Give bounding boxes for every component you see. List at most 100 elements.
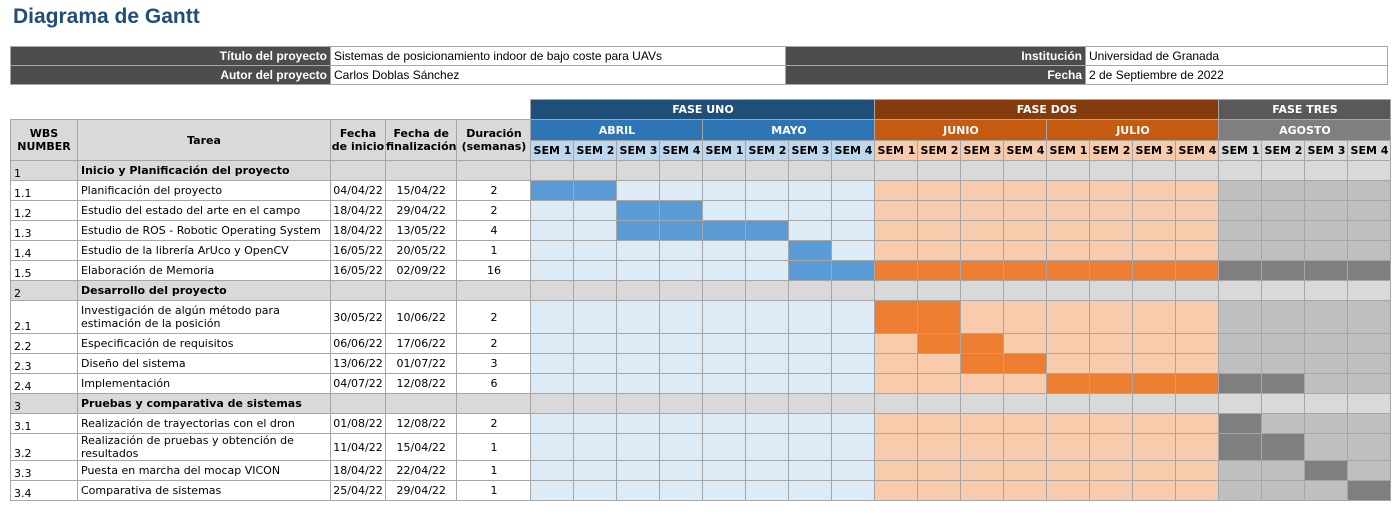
gantt-week-cell[interactable] <box>1046 160 1091 181</box>
gantt-week-cell[interactable] <box>1347 460 1392 481</box>
gantt-week-cell[interactable] <box>1218 393 1263 414</box>
gantt-week-cell[interactable] <box>573 413 618 434</box>
gantt-week-cell[interactable] <box>1175 300 1220 334</box>
gantt-week-cell[interactable] <box>788 393 833 414</box>
gantt-week-cell[interactable] <box>1003 240 1048 261</box>
gantt-week-cell[interactable] <box>1304 240 1349 261</box>
gantt-week-cell[interactable] <box>1347 413 1392 434</box>
gantt-week-cell[interactable] <box>745 333 790 354</box>
gantt-week-cell[interactable] <box>917 160 962 181</box>
gantt-week-cell[interactable] <box>1347 373 1392 394</box>
end-date[interactable]: 15/04/22 <box>384 180 458 201</box>
gantt-week-cell[interactable] <box>1304 160 1349 181</box>
duration[interactable] <box>456 393 532 414</box>
gantt-week-cell[interactable] <box>874 480 919 501</box>
wbs-number[interactable]: 1.4 <box>10 240 78 261</box>
gantt-week-cell[interactable] <box>874 260 919 281</box>
end-date[interactable]: 29/04/22 <box>384 480 458 501</box>
gantt-week-cell[interactable] <box>702 480 747 501</box>
start-date[interactable]: 16/05/22 <box>330 260 386 281</box>
gantt-week-cell[interactable] <box>530 260 575 281</box>
gantt-week-cell[interactable] <box>788 333 833 354</box>
gantt-week-cell[interactable] <box>917 280 962 301</box>
duration[interactable]: 2 <box>456 180 532 201</box>
wbs-number[interactable]: 2.4 <box>10 373 78 394</box>
gantt-week-cell[interactable] <box>1218 460 1263 481</box>
gantt-week-cell[interactable] <box>659 240 704 261</box>
gantt-week-cell[interactable] <box>788 413 833 434</box>
duration[interactable]: 2 <box>456 200 532 221</box>
wbs-number[interactable]: 1.5 <box>10 260 78 281</box>
gantt-week-cell[interactable] <box>745 160 790 181</box>
gantt-week-cell[interactable] <box>831 160 876 181</box>
gantt-week-cell[interactable] <box>1304 413 1349 434</box>
duration[interactable]: 3 <box>456 353 532 374</box>
gantt-week-cell[interactable] <box>659 460 704 481</box>
gantt-week-cell[interactable] <box>1347 480 1392 501</box>
gantt-week-cell[interactable] <box>1089 240 1134 261</box>
gantt-week-cell[interactable] <box>874 200 919 221</box>
gantt-week-cell[interactable] <box>702 240 747 261</box>
gantt-week-cell[interactable] <box>1304 393 1349 414</box>
start-date[interactable]: 30/05/22 <box>330 300 386 334</box>
start-date[interactable]: 06/06/22 <box>330 333 386 354</box>
gantt-week-cell[interactable] <box>616 460 661 481</box>
gantt-week-cell[interactable] <box>917 353 962 374</box>
gantt-week-cell[interactable] <box>1261 200 1306 221</box>
gantt-week-cell[interactable] <box>1304 433 1349 461</box>
start-date[interactable]: 04/07/22 <box>330 373 386 394</box>
wbs-number[interactable]: 2.1 <box>10 300 78 334</box>
gantt-week-cell[interactable] <box>745 200 790 221</box>
gantt-week-cell[interactable] <box>1261 433 1306 461</box>
gantt-week-cell[interactable] <box>659 220 704 241</box>
end-date[interactable]: 15/04/22 <box>384 433 458 461</box>
gantt-week-cell[interactable] <box>1089 300 1134 334</box>
gantt-week-cell[interactable] <box>1175 180 1220 201</box>
start-date[interactable]: 18/04/22 <box>330 200 386 221</box>
gantt-week-cell[interactable] <box>1046 353 1091 374</box>
end-date[interactable] <box>384 280 458 301</box>
gantt-week-cell[interactable] <box>1046 240 1091 261</box>
gantt-week-cell[interactable] <box>831 460 876 481</box>
duration[interactable] <box>456 160 532 181</box>
gantt-week-cell[interactable] <box>659 333 704 354</box>
gantt-week-cell[interactable] <box>1046 200 1091 221</box>
gantt-week-cell[interactable] <box>1003 413 1048 434</box>
gantt-week-cell[interactable] <box>788 240 833 261</box>
gantt-week-cell[interactable] <box>1132 280 1177 301</box>
task-name[interactable]: Estudio de ROS - Robotic Operating Syste… <box>77 220 331 241</box>
gantt-week-cell[interactable] <box>1046 413 1091 434</box>
task-name[interactable]: Implementación <box>77 373 331 394</box>
gantt-week-cell[interactable] <box>745 300 790 334</box>
gantt-week-cell[interactable] <box>1261 180 1306 201</box>
gantt-week-cell[interactable] <box>788 220 833 241</box>
gantt-week-cell[interactable] <box>1175 240 1220 261</box>
gantt-week-cell[interactable] <box>573 280 618 301</box>
gantt-week-cell[interactable] <box>874 160 919 181</box>
gantt-week-cell[interactable] <box>831 373 876 394</box>
duration[interactable]: 6 <box>456 373 532 394</box>
gantt-week-cell[interactable] <box>874 180 919 201</box>
gantt-week-cell[interactable] <box>530 373 575 394</box>
gantt-week-cell[interactable] <box>960 393 1005 414</box>
gantt-week-cell[interactable] <box>530 393 575 414</box>
end-date[interactable]: 13/05/22 <box>384 220 458 241</box>
gantt-week-cell[interactable] <box>1132 433 1177 461</box>
gantt-week-cell[interactable] <box>1347 433 1392 461</box>
gantt-week-cell[interactable] <box>917 480 962 501</box>
gantt-week-cell[interactable] <box>1347 260 1392 281</box>
gantt-week-cell[interactable] <box>1347 160 1392 181</box>
gantt-week-cell[interactable] <box>1089 460 1134 481</box>
gantt-week-cell[interactable] <box>960 300 1005 334</box>
wbs-number[interactable]: 3.3 <box>10 460 78 481</box>
gantt-week-cell[interactable] <box>788 160 833 181</box>
wbs-number[interactable]: 2.2 <box>10 333 78 354</box>
gantt-week-cell[interactable] <box>960 160 1005 181</box>
gantt-week-cell[interactable] <box>917 413 962 434</box>
gantt-week-cell[interactable] <box>702 200 747 221</box>
gantt-week-cell[interactable] <box>1132 333 1177 354</box>
duration[interactable]: 4 <box>456 220 532 241</box>
gantt-week-cell[interactable] <box>788 200 833 221</box>
gantt-week-cell[interactable] <box>1089 480 1134 501</box>
gantt-week-cell[interactable] <box>917 220 962 241</box>
